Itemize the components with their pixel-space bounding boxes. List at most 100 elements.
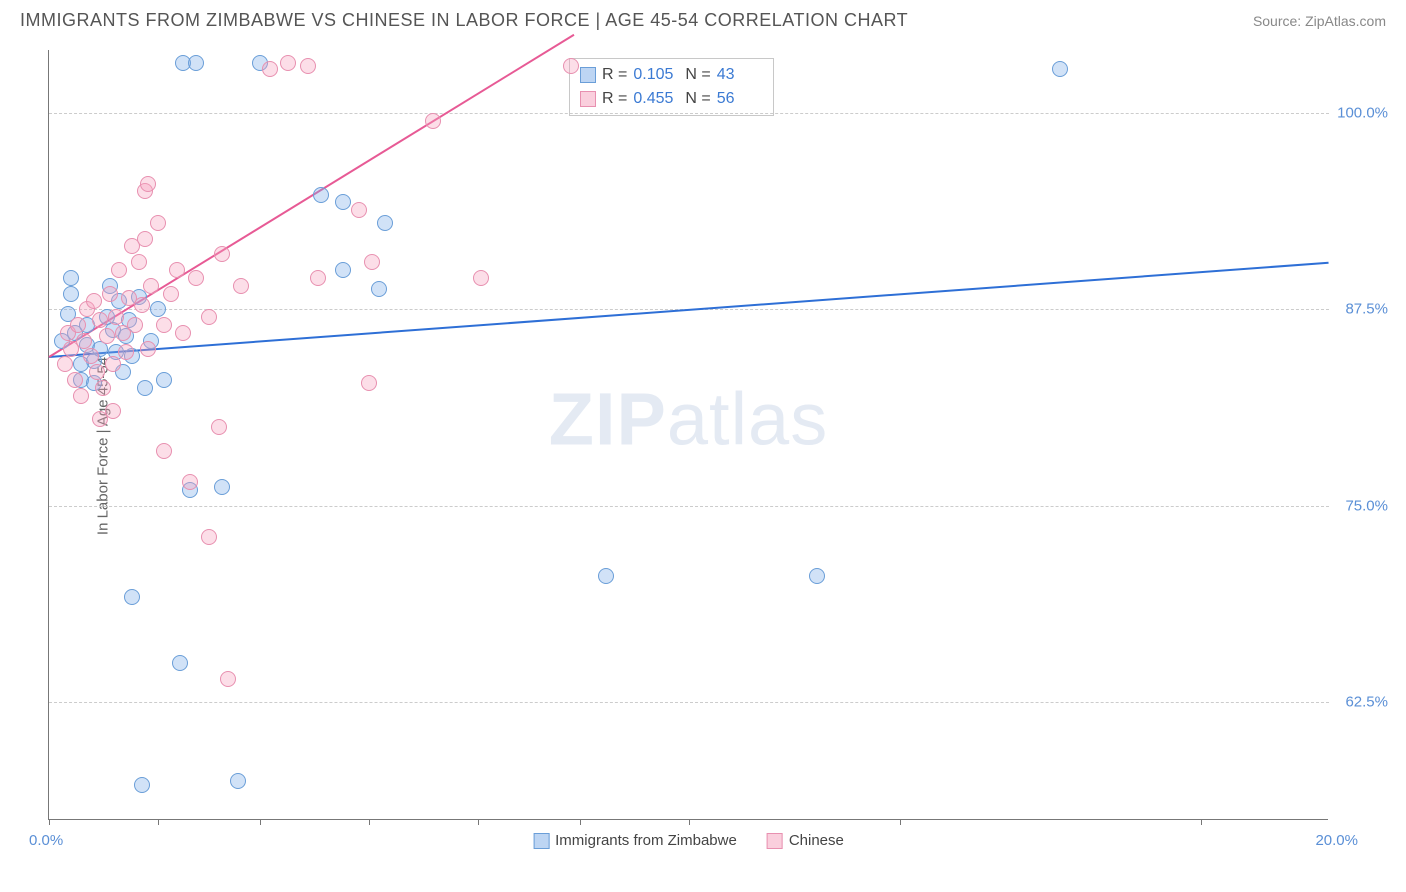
n-label: N = — [685, 90, 710, 108]
data-point — [473, 270, 489, 286]
y-tick-label: 62.5% — [1333, 694, 1388, 711]
data-point — [182, 474, 198, 490]
data-point — [425, 113, 441, 129]
swatch-pink-icon — [767, 833, 783, 849]
data-point — [92, 312, 108, 328]
data-point — [95, 380, 111, 396]
y-tick-label: 75.0% — [1333, 497, 1388, 514]
data-point — [280, 55, 296, 71]
data-point — [598, 568, 614, 584]
data-point — [105, 356, 121, 372]
n-value-zimbabwe: 43 — [717, 66, 763, 84]
data-point — [73, 388, 89, 404]
legend-item-chinese: Chinese — [767, 832, 844, 849]
data-point — [76, 333, 92, 349]
data-point — [70, 317, 86, 333]
x-tick — [900, 819, 901, 825]
x-tick — [49, 819, 50, 825]
data-point — [188, 270, 204, 286]
legend-label: Chinese — [789, 832, 844, 849]
data-point — [67, 372, 83, 388]
swatch-blue-icon — [533, 833, 549, 849]
data-point — [140, 341, 156, 357]
n-value-chinese: 56 — [717, 90, 763, 108]
watermark: ZIPatlas — [549, 377, 828, 462]
data-point — [233, 278, 249, 294]
data-point — [105, 403, 121, 419]
data-point — [313, 187, 329, 203]
data-point — [214, 246, 230, 262]
data-point — [335, 194, 351, 210]
data-point — [143, 278, 159, 294]
data-point — [201, 309, 217, 325]
data-point — [63, 286, 79, 302]
data-point — [262, 61, 278, 77]
data-point — [124, 589, 140, 605]
data-point — [188, 55, 204, 71]
n-label: N = — [685, 66, 710, 84]
data-point — [364, 254, 380, 270]
x-tick — [260, 819, 261, 825]
gridline — [49, 113, 1329, 114]
legend-item-zimbabwe: Immigrants from Zimbabwe — [533, 832, 737, 849]
correlation-stats-box: R = 0.105 N = 43 R = 0.455 N = 56 — [569, 58, 774, 116]
x-axis-min-label: 0.0% — [29, 832, 63, 849]
data-point — [102, 286, 118, 302]
data-point — [361, 375, 377, 391]
r-label: R = — [602, 66, 627, 84]
data-point — [156, 372, 172, 388]
data-point — [127, 317, 143, 333]
data-point — [108, 309, 124, 325]
x-axis-max-label: 20.0% — [1315, 832, 1358, 849]
data-point — [150, 215, 166, 231]
data-point — [137, 380, 153, 396]
r-value-chinese: 0.455 — [633, 90, 679, 108]
data-point — [163, 286, 179, 302]
data-point — [156, 443, 172, 459]
stats-row-chinese: R = 0.455 N = 56 — [580, 87, 763, 111]
x-tick — [1201, 819, 1202, 825]
swatch-pink-icon — [580, 91, 596, 107]
data-point — [809, 568, 825, 584]
data-point — [230, 773, 246, 789]
x-tick — [689, 819, 690, 825]
data-point — [134, 777, 150, 793]
swatch-blue-icon — [580, 67, 596, 83]
y-tick-label: 87.5% — [1333, 301, 1388, 318]
plot-area: ZIPatlas R = 0.105 N = 43 R = 0.455 N = … — [48, 50, 1328, 820]
x-tick — [369, 819, 370, 825]
r-value-zimbabwe: 0.105 — [633, 66, 679, 84]
x-tick — [478, 819, 479, 825]
data-point — [89, 364, 105, 380]
data-point — [175, 325, 191, 341]
x-tick — [580, 819, 581, 825]
data-point — [563, 58, 579, 74]
data-point — [63, 270, 79, 286]
data-point — [83, 348, 99, 364]
data-point — [201, 529, 217, 545]
data-point — [57, 356, 73, 372]
r-label: R = — [602, 90, 627, 108]
data-point — [169, 262, 185, 278]
data-point — [118, 344, 134, 360]
data-point — [134, 297, 150, 313]
data-point — [150, 301, 166, 317]
x-tick — [158, 819, 159, 825]
data-point — [351, 202, 367, 218]
data-point — [156, 317, 172, 333]
data-point — [211, 419, 227, 435]
data-point — [172, 655, 188, 671]
chart-title: IMMIGRANTS FROM ZIMBABWE VS CHINESE IN L… — [20, 10, 908, 31]
gridline — [49, 702, 1329, 703]
legend-label: Immigrants from Zimbabwe — [555, 832, 737, 849]
data-point — [335, 262, 351, 278]
data-point — [371, 281, 387, 297]
data-point — [111, 262, 127, 278]
source-attribution: Source: ZipAtlas.com — [1253, 13, 1386, 29]
data-point — [137, 231, 153, 247]
stats-row-zimbabwe: R = 0.105 N = 43 — [580, 63, 763, 87]
gridline — [49, 506, 1329, 507]
data-point — [214, 479, 230, 495]
data-point — [310, 270, 326, 286]
legend: Immigrants from Zimbabwe Chinese — [533, 832, 844, 849]
